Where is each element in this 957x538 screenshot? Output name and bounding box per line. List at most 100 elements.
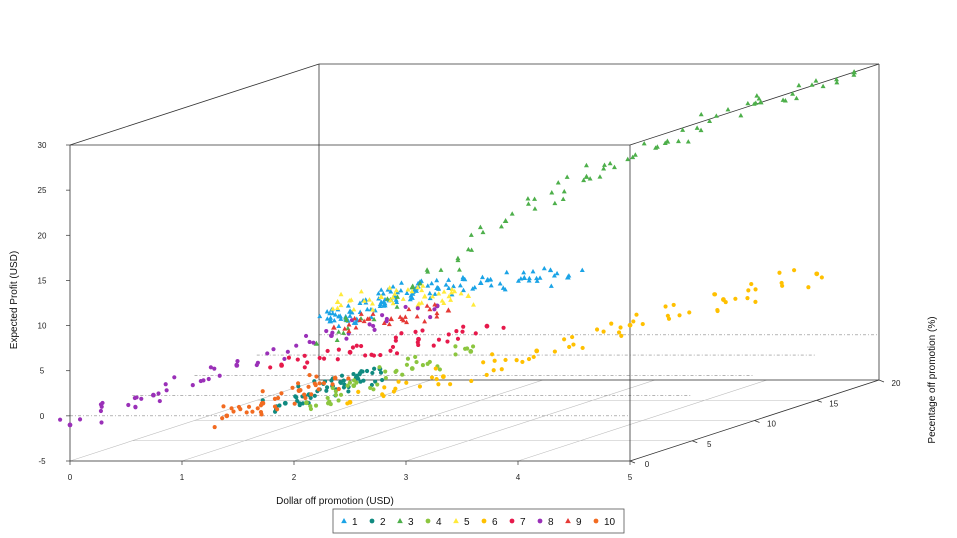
series-6 (345, 268, 824, 406)
legend-item-2: 2 (369, 517, 386, 528)
series-2-fill-2-11 (338, 380, 343, 385)
series-10 (212, 372, 351, 430)
series-8-fill-3-13 (415, 306, 420, 311)
series-7 (268, 323, 506, 370)
series-8-fill-1-9 (212, 366, 217, 371)
z-tick-label--5: -5 (38, 457, 46, 466)
series-5-fill-2-9 (441, 289, 447, 294)
series-2-fill-1-8 (324, 388, 329, 393)
series-3-fill-3-11 (641, 140, 647, 146)
series-2-fill-3-6 (373, 379, 378, 384)
series-6-fill-3-5 (663, 304, 668, 309)
series-5-fill-0-12 (370, 307, 376, 312)
series-2-fill-3-10 (380, 378, 385, 383)
series-4-fill-0-12 (333, 389, 338, 394)
series-3-point-6 (851, 69, 857, 75)
x-tick-label-0: 0 (68, 473, 73, 482)
y-tick-15 (816, 399, 822, 403)
series-1-fill-7-10 (526, 275, 532, 281)
x-tick-label-5: 5 (628, 473, 633, 482)
series-5-point-3 (465, 292, 472, 299)
series-2-fill-1-2 (297, 403, 302, 408)
series-6-fill-0-5 (382, 385, 387, 390)
z-tick-label-0: 0 (40, 412, 45, 421)
series-10-point-2 (296, 388, 302, 394)
legend-marker-4 (425, 518, 431, 524)
series-6-point-2 (534, 348, 540, 354)
series-1-fill-0-2 (347, 313, 353, 318)
series-5-fill-0-9 (369, 301, 375, 306)
series-7-fill-0-11 (325, 348, 330, 354)
z-axis-title: Expected Profit (USD) (9, 251, 20, 349)
series-7-fill-0-4 (302, 365, 307, 370)
series-5-fill-2-10 (449, 286, 455, 292)
series-3-fill-2-8 (560, 196, 566, 202)
series-7-point-1 (347, 349, 353, 355)
series-9-fill-1-7 (414, 313, 420, 319)
series-6-fill-1-4 (481, 360, 486, 365)
series-3-fill-5-2 (754, 93, 760, 98)
series-10-fill-1-2 (272, 396, 277, 401)
series-1-fill-6-8 (470, 286, 476, 291)
series-6-fill-0-1 (345, 401, 350, 406)
y-tick-5 (692, 440, 698, 444)
series-4-fill-2-7 (425, 361, 430, 366)
series-6-fill-1-5 (484, 372, 489, 377)
series-10-fill-1-11 (306, 384, 311, 389)
series-7-fill-0-13 (363, 353, 368, 358)
series-2 (260, 366, 385, 414)
y-tick-label-5: 5 (707, 440, 712, 449)
series-5-fill-2-5 (415, 302, 421, 308)
series-5-fill-2-3 (436, 291, 442, 296)
series-8-point-0 (67, 422, 73, 428)
legend-item-4: 4 (425, 517, 442, 528)
series-5-fill-1-7 (392, 291, 398, 296)
series-3-fill-2-12 (564, 174, 570, 179)
series-4-fill-0-9 (338, 392, 344, 397)
series-6-fill-1-11 (520, 359, 525, 365)
series-6-fill-4-3 (746, 288, 751, 293)
legend-marker-3 (397, 518, 403, 524)
series-1-fill-4-2 (381, 303, 387, 308)
series-4-point-3 (468, 348, 474, 354)
series-3-fill-3-3 (597, 174, 603, 179)
series-2-fill-0-13 (300, 401, 305, 406)
legend-marker-1 (341, 518, 347, 524)
series-8-fill-0-1 (77, 417, 83, 422)
series-9-fill-0-8 (370, 311, 376, 316)
series-1-fill-1-11 (345, 303, 351, 308)
series-4-point-0 (304, 400, 309, 406)
legend-item-1: 1 (341, 517, 358, 528)
x-tick-label-1: 1 (180, 473, 185, 482)
series-7-fill-1-4 (354, 343, 359, 348)
grid-layer (69, 334, 880, 462)
series-3-fill-4-4 (694, 125, 700, 130)
series-6-fill-3-8 (687, 310, 692, 315)
series-5-fill-1-4 (388, 297, 394, 303)
series-7-fill-2-11 (461, 324, 466, 329)
x-tick-label-2: 2 (292, 473, 297, 482)
series-8-fill-2-6 (294, 343, 299, 348)
series-8-fill-3-9 (384, 319, 389, 324)
series-1-fill-8-6 (537, 275, 543, 280)
series-3-fill-4-7 (707, 118, 713, 123)
series-5-fill-2-12 (439, 298, 445, 303)
series-1-fill-3-2 (394, 299, 400, 305)
series-2-fill-2-3 (341, 378, 346, 383)
series-3-fill-0-2 (334, 337, 340, 343)
series-1-fill-2-1 (349, 310, 355, 315)
series-7-fill-2-5 (420, 328, 425, 333)
series-1-fill-5-12 (446, 285, 452, 291)
series-1-fill-7-8 (488, 276, 494, 282)
series-9-point-2 (445, 307, 452, 313)
series-5-fill-1-13 (419, 287, 425, 293)
series-6-fill-2-8 (594, 327, 600, 332)
series-6-fill-2-12 (619, 333, 624, 338)
series-4-fill-1-11 (404, 362, 410, 367)
series-4-fill-0-8 (328, 402, 333, 407)
series-8-fill-3-11 (428, 315, 433, 320)
series-3-fill-4-8 (698, 111, 704, 117)
series-3-fill-1-10 (480, 229, 486, 235)
series-1-fill-8-2 (504, 269, 510, 275)
series-6-fill-0-12 (434, 377, 439, 382)
